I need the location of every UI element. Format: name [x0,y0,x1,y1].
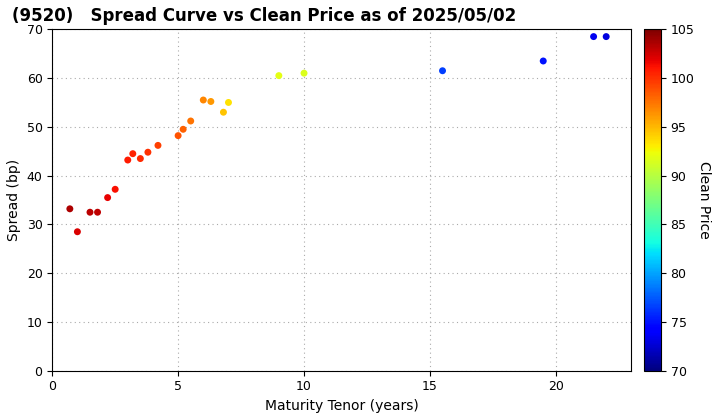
Point [72,228,84,235]
Point [152,142,163,149]
Point [142,149,153,155]
Point [177,126,189,133]
Point [122,157,133,163]
Y-axis label: Spread (bp): Spread (bp) [7,159,21,241]
Point [537,58,549,64]
Point [588,33,599,40]
Text: (9520)   Spread Curve vs Clean Price as of 2025/05/02: (9520) Spread Curve vs Clean Price as of… [12,7,516,25]
Y-axis label: Clean Price: Clean Price [697,161,711,239]
Point [273,72,284,79]
Point [102,194,113,201]
Point [64,205,76,212]
Point [222,99,234,106]
Point [217,109,229,116]
Point [91,209,103,215]
Point [205,98,217,105]
Point [298,70,310,76]
X-axis label: Maturity Tenor (years): Maturity Tenor (years) [265,399,418,413]
Point [135,155,146,162]
Point [109,186,121,193]
Point [600,33,612,40]
Point [437,67,449,74]
Point [172,132,184,139]
Point [127,150,138,157]
Point [197,97,209,103]
Point [185,118,197,124]
Point [84,209,96,215]
